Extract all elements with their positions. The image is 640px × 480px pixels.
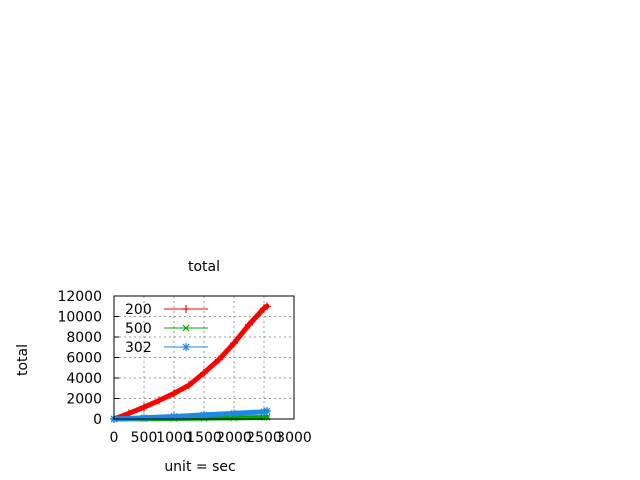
- x-tick-label: 500: [131, 430, 158, 446]
- y-tick-label: 2000: [66, 392, 102, 408]
- grid: [114, 296, 294, 419]
- axis-ticks: 0 500100015002000250030000200040006000800…: [57, 289, 311, 446]
- x-tick-label: 1500: [186, 430, 222, 446]
- y-tick-label: 6000: [66, 351, 102, 367]
- y-tick-label: 10000: [57, 310, 102, 326]
- y-tick-label: 4000: [66, 371, 102, 387]
- series-200-point: [215, 355, 223, 364]
- series-302-point: [263, 407, 271, 416]
- series-200-point: [263, 302, 271, 311]
- series-200-point: [185, 381, 193, 390]
- series-302-point: [230, 409, 238, 418]
- x-tick-label: 3000: [276, 430, 312, 446]
- x-tick-label: 2000: [216, 430, 252, 446]
- series-200-point: [170, 389, 178, 398]
- series-200-point: [140, 403, 148, 412]
- series-200-line: [111, 303, 270, 422]
- series-302-point: [140, 413, 148, 422]
- series-200-point: [155, 396, 163, 405]
- legend-label: 500: [125, 321, 152, 337]
- y-tick-label: 12000: [57, 289, 102, 305]
- legend: 200 500 302: [125, 302, 208, 356]
- x-tick-label: 0: [110, 430, 119, 446]
- legend-marker: [182, 343, 190, 351]
- legend-marker: [182, 305, 190, 313]
- x-tick-label: 2500: [246, 430, 282, 446]
- legend-label: 200: [125, 302, 152, 318]
- y-tick-label: 0: [93, 412, 102, 428]
- series-302-point: [200, 410, 208, 419]
- legend-marker: [182, 324, 190, 332]
- y-tick-label: 8000: [66, 330, 102, 346]
- series-200-point: [230, 339, 238, 348]
- legend-label: 302: [125, 340, 152, 356]
- plot-frame: [113, 295, 295, 420]
- y-axis-label: total: [15, 344, 31, 376]
- x-tick-label: 1000: [156, 430, 192, 446]
- series-200-point: [200, 368, 208, 377]
- x-axis-label: unit = sec: [164, 459, 235, 475]
- series-200-point: [245, 320, 253, 329]
- chart-title: total: [188, 259, 220, 275]
